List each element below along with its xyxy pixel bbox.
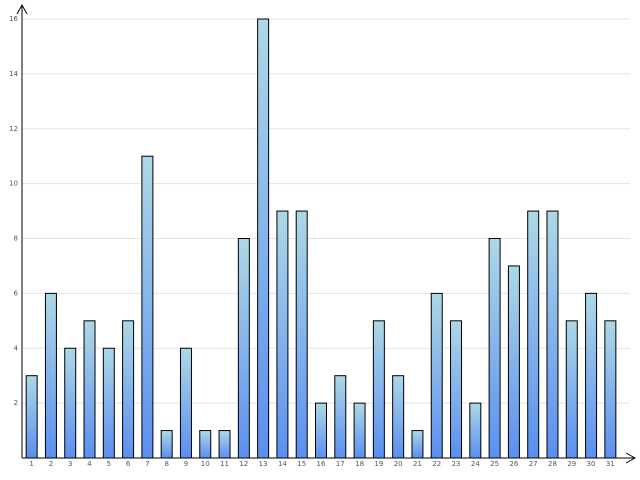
y-tick-label: 12	[9, 125, 18, 133]
x-tick-label: 16	[317, 460, 326, 468]
y-tick-label: 14	[9, 70, 18, 78]
x-tick-label: 19	[374, 460, 383, 468]
bar	[218, 430, 231, 459]
y-tick-label: 6	[14, 289, 19, 297]
x-tick-label: 8	[164, 460, 168, 468]
bar	[585, 292, 598, 459]
y-tick-label: 10	[9, 180, 18, 188]
x-tick-label: 15	[297, 460, 306, 468]
x-tick-label: 22	[432, 460, 441, 468]
x-tick-label: 29	[567, 460, 576, 468]
x-tick-label: 27	[529, 460, 538, 468]
bar	[353, 402, 366, 459]
bar	[64, 347, 77, 459]
bar	[546, 210, 559, 459]
y-tick-label: 16	[9, 15, 18, 23]
x-tick-label: 3	[68, 460, 72, 468]
bar	[411, 430, 424, 459]
bar	[315, 402, 327, 459]
x-tick-label: 20	[394, 460, 403, 468]
x-tick-label: 14	[278, 460, 287, 468]
x-tick-label: 30	[587, 460, 596, 468]
x-axis-arrow	[625, 452, 637, 464]
bar	[372, 320, 385, 459]
x-tick-label: 10	[201, 460, 210, 468]
y-tick-label: 2	[14, 399, 18, 407]
y-tick-label: 8	[14, 235, 18, 243]
y-axis-arrow	[16, 3, 28, 15]
bar	[237, 238, 250, 459]
x-tick-label: 21	[413, 460, 422, 468]
x-tick-label: 17	[336, 460, 345, 468]
x-tick-label: 18	[355, 460, 364, 468]
x-tick-label: 4	[87, 460, 92, 468]
bar	[469, 402, 482, 459]
bar	[604, 320, 617, 459]
x-tick-label: 13	[259, 460, 268, 468]
x-tick-label: 11	[220, 460, 229, 468]
bar	[488, 238, 501, 459]
x-tick-label: 25	[490, 460, 499, 468]
bar	[430, 292, 443, 459]
x-tick-label: 9	[184, 460, 188, 468]
x-tick-label: 24	[471, 460, 480, 468]
bar	[199, 430, 212, 459]
bar	[160, 430, 173, 459]
x-tick-label: 7	[145, 460, 149, 468]
bar	[102, 347, 115, 459]
bar	[122, 320, 135, 459]
x-tick-label: 1	[29, 460, 33, 468]
y-tick-label: 4	[14, 344, 19, 352]
x-tick-label: 2	[49, 460, 53, 468]
x-tick-label: 12	[239, 460, 248, 468]
bar	[527, 210, 540, 459]
x-tick-label: 31	[606, 460, 615, 468]
bar	[507, 265, 520, 459]
bar	[25, 375, 38, 459]
bar	[392, 375, 405, 459]
x-tick-label: 26	[509, 460, 518, 468]
bar	[257, 18, 270, 459]
bar	[141, 155, 154, 459]
x-tick-label: 23	[452, 460, 461, 468]
x-tick-label: 28	[548, 460, 557, 468]
bar	[450, 320, 463, 459]
bar	[334, 375, 347, 459]
bar	[295, 210, 308, 459]
bar	[565, 320, 578, 459]
bar	[276, 210, 289, 459]
bar	[179, 347, 192, 459]
x-tick-label: 5	[107, 460, 111, 468]
x-tick-label: 6	[126, 460, 131, 468]
bar	[83, 320, 96, 459]
bar	[44, 292, 57, 459]
